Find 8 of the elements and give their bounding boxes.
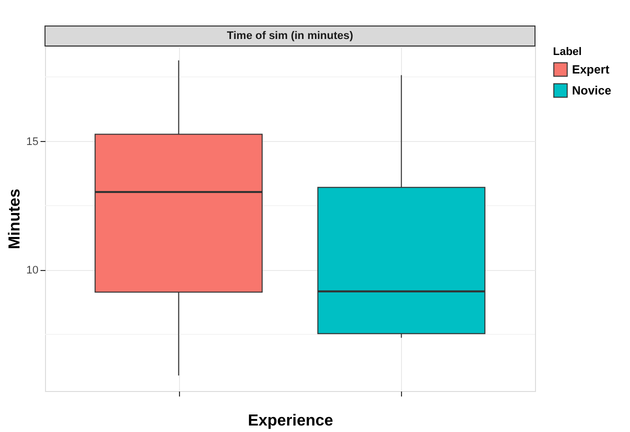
legend-label: Novice xyxy=(572,84,612,98)
y-tick-label: 15 xyxy=(26,136,38,148)
y-axis-title: Minutes xyxy=(6,188,24,250)
x-axis-title: Experience xyxy=(248,412,334,430)
y-tick-label: 10 xyxy=(26,264,38,276)
legend-title: Label xyxy=(553,46,582,58)
chart-title: Time of sim (in minutes) xyxy=(226,30,354,42)
legend-label: Expert xyxy=(572,62,610,76)
